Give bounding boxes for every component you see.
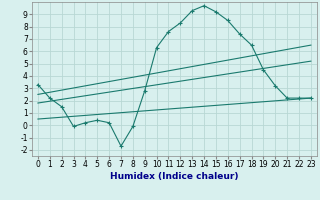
X-axis label: Humidex (Indice chaleur): Humidex (Indice chaleur) [110,172,239,181]
